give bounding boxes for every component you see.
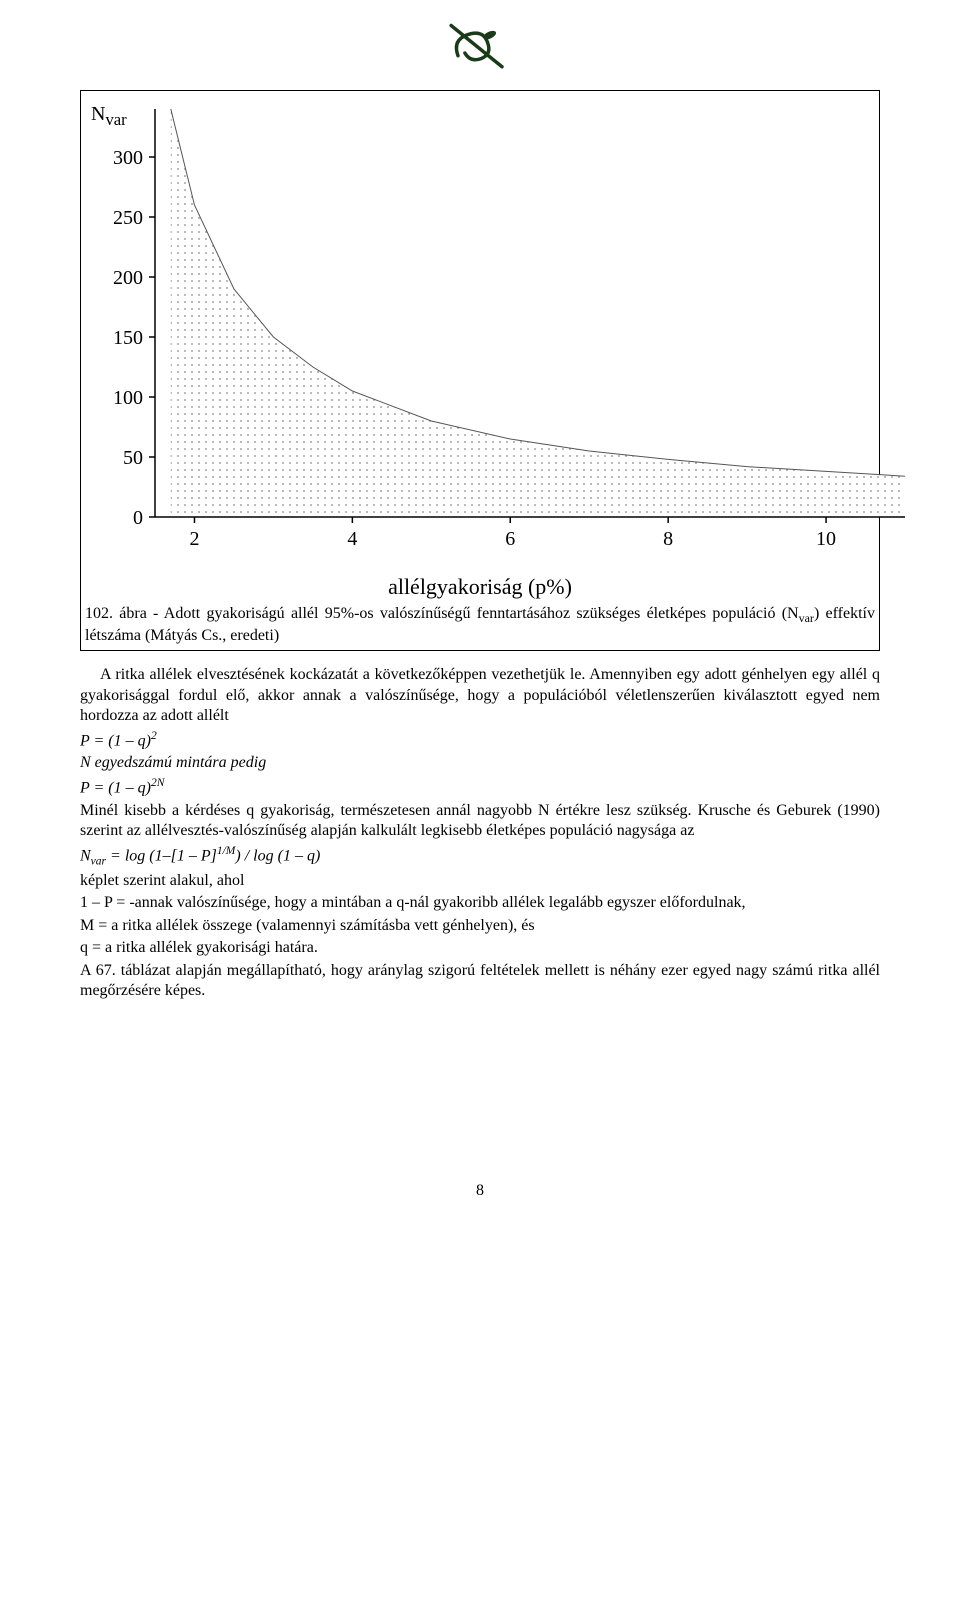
- figure-caption: 102. ábra - Adott gyakoriságú allél 95%-…: [85, 604, 875, 646]
- caption-prefix: 102. ábra -: [85, 605, 164, 622]
- paragraph-8: A 67. táblázat alapján megállapítható, h…: [80, 961, 880, 1002]
- svg-text:4: 4: [347, 528, 357, 550]
- svg-text:200: 200: [113, 267, 143, 289]
- paragraph-1: A ritka allélek elvesztésének kockázatát…: [80, 665, 880, 726]
- chart-svg: 0 50 100 150 200 250 300 2 4 6 8 10: [85, 97, 925, 567]
- caption-text: Adott gyakoriságú allél 95%-os valószínű…: [85, 605, 875, 644]
- y-axis-label: Nvar: [91, 103, 127, 130]
- x-axis-label: allélgyakoriság (p%): [85, 574, 875, 600]
- page-number: 8: [80, 1182, 880, 1200]
- figure-frame: Nvar 0 50 100 150 200 250 300 2 4 6 8 10 allélgyako…: [80, 90, 880, 651]
- paragraph-2: N egyedszámú mintára pedig: [80, 753, 880, 773]
- svg-text:300: 300: [113, 147, 143, 169]
- formula-3: Nvar = log (1–[1 – P]1/M) / log (1 – q): [80, 844, 880, 869]
- svg-text:2: 2: [189, 528, 199, 550]
- svg-text:250: 250: [113, 207, 143, 229]
- paragraph-5: 1 – P = -annak valószínűsége, hogy a min…: [80, 893, 880, 913]
- svg-text:100: 100: [113, 387, 143, 409]
- paragraph-3: Minél kisebb a kérdéses q gyakoriság, te…: [80, 801, 880, 842]
- svg-text:50: 50: [123, 447, 143, 469]
- paragraph-4: képlet szerint alakul, ahol: [80, 871, 880, 891]
- body-text: A ritka allélek elvesztésének kockázatát…: [80, 665, 880, 1001]
- svg-text:10: 10: [816, 528, 836, 550]
- svg-text:150: 150: [113, 327, 143, 349]
- svg-text:6: 6: [505, 528, 515, 550]
- paragraph-7: q = a ritka allélek gyakorisági határa.: [80, 938, 880, 958]
- svg-text:0: 0: [133, 507, 143, 529]
- chart-area: Nvar 0 50 100 150 200 250 300 2 4 6 8 10 allélgyako…: [85, 97, 875, 600]
- page-container: Nvar 0 50 100 150 200 250 300 2 4 6 8 10 allélgyako…: [40, 0, 920, 1240]
- formula-1: P = (1 – q)2: [80, 729, 880, 752]
- paragraph-6: M = a ritka allélek összege (valamennyi …: [80, 916, 880, 936]
- logo-icon: [80, 20, 880, 80]
- formula-2: P = (1 – q)2N: [80, 776, 880, 799]
- svg-text:8: 8: [663, 528, 673, 550]
